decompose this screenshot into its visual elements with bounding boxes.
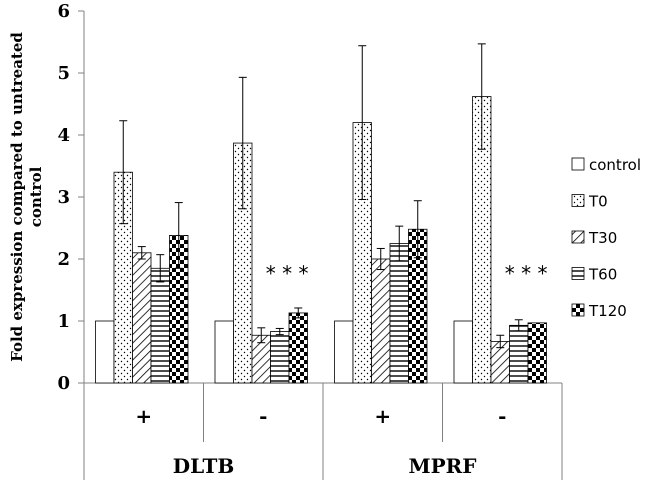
- category-label: -: [259, 404, 267, 428]
- y-axis-label: Fold expression compared to untreatedcon…: [8, 32, 45, 362]
- legend-label-T30: T30: [588, 229, 617, 247]
- legend-label-T120: T120: [588, 302, 627, 320]
- bar-T60-2: [389, 243, 409, 384]
- y-tick-label: 6: [57, 1, 70, 22]
- x-axis-labels: + - + - DLTB MPRF: [83, 383, 563, 480]
- legend-swatch-T60: [571, 267, 585, 280]
- legend-swatch-control: [571, 157, 585, 171]
- y-tick-label: 2: [57, 249, 70, 270]
- bar-T120-1: [288, 312, 308, 384]
- bar-T60-1: [270, 331, 290, 384]
- y-tick-label: 4: [57, 125, 70, 146]
- bar-T30-0: [132, 252, 152, 384]
- bar-T60-3: [509, 324, 529, 384]
- significance-annotation: * * *: [505, 262, 548, 286]
- legend-swatch-T30: [571, 230, 585, 244]
- bar-T30-2: [371, 258, 391, 384]
- bars: [95, 96, 547, 384]
- legend-label-T0: T0: [588, 193, 608, 211]
- y-tick-label: 1: [57, 311, 70, 332]
- error-bars: [119, 43, 523, 349]
- y-tick-label: 3: [57, 187, 70, 208]
- group-label-mprf: MPRF: [409, 454, 477, 478]
- group-label-dltb: DLTB: [173, 454, 235, 478]
- y-tick-label: 5: [57, 63, 70, 84]
- legend-label-T60: T60: [588, 266, 617, 284]
- y-axis-ticks: 0 1 2 3 4 5 6: [57, 1, 84, 394]
- bar-T120-3: [527, 322, 547, 384]
- bar-control-1: [214, 320, 234, 384]
- legend-label-control: control: [589, 156, 641, 174]
- y-tick-label: 0: [57, 373, 70, 394]
- bar-control-3: [453, 320, 473, 384]
- legend-swatch-T120: [571, 303, 585, 317]
- bar-T60-0: [150, 267, 170, 384]
- legend: control T0 T30 T60 T120: [571, 156, 641, 320]
- category-label: +: [374, 404, 391, 428]
- legend-swatch-T0: [571, 194, 585, 207]
- category-label: -: [498, 404, 506, 428]
- category-label: +: [135, 404, 152, 428]
- annotations: * * * * * *: [266, 262, 548, 286]
- bar-control-0: [95, 320, 115, 384]
- bar-control-2: [334, 320, 354, 384]
- significance-annotation: * * *: [266, 262, 309, 286]
